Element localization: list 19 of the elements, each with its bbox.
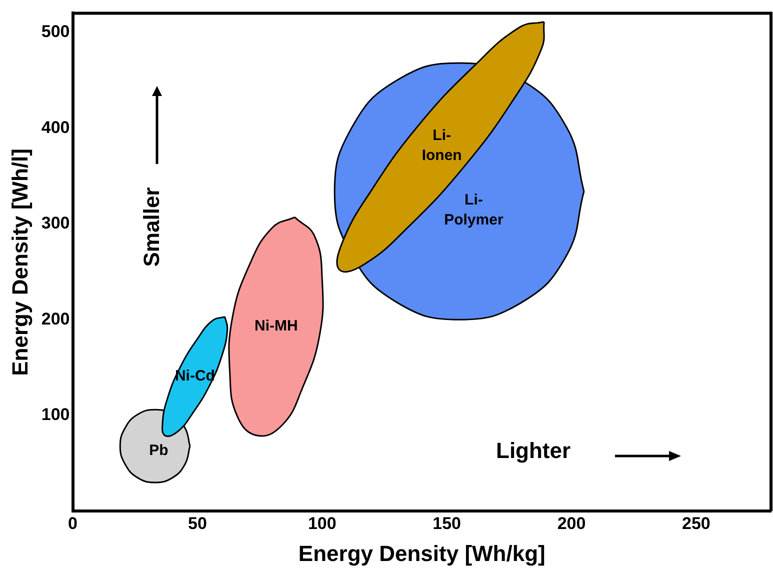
y-tick-label: 100	[41, 405, 70, 424]
y-tick-label: 400	[41, 118, 70, 137]
annotation: Smaller	[138, 187, 165, 267]
series-label: Li-Polymer	[444, 192, 504, 229]
series-label: Pb	[149, 442, 168, 460]
x-tick-label: 150	[432, 514, 462, 534]
y-tick-label: 200	[41, 309, 70, 328]
y-axis-title: Energy Density [Wh/l]	[7, 148, 32, 376]
x-tick-label: 50	[188, 514, 207, 534]
y-tick-label: 300	[41, 214, 70, 233]
annotation: Lighter	[496, 438, 571, 464]
x-tick-label: 100	[308, 514, 336, 534]
series-label: Li-Ionen	[422, 126, 462, 164]
x-tick-label: 200	[557, 514, 586, 534]
y-tick-label: 500	[41, 22, 70, 42]
x-tick-label: 0	[68, 514, 78, 534]
series-label: Ni-MH	[254, 318, 298, 335]
x-tick-label: 250	[682, 514, 710, 534]
x-axis-title: Energy Density [Wh/kg]	[298, 540, 546, 566]
